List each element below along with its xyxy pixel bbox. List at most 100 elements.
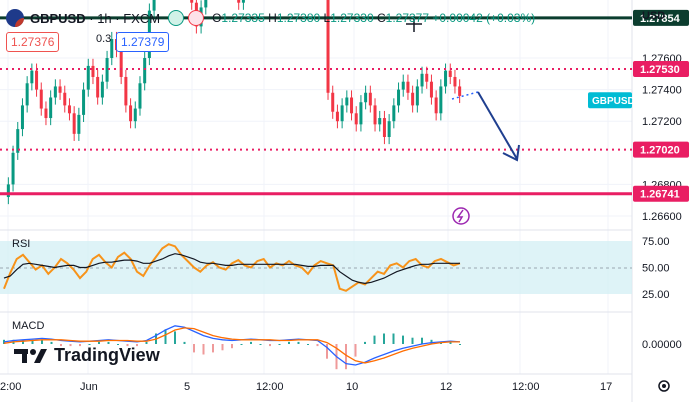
candle-body <box>58 86 62 93</box>
macd-line <box>3 325 461 366</box>
time-tick-label: 5 <box>184 381 190 393</box>
rsi-tick-label: 25.00 <box>642 289 670 301</box>
macd-histogram-bar <box>288 341 290 344</box>
time-tick-label: 12:00 <box>256 381 284 393</box>
candle-body <box>119 50 123 77</box>
buy-button[interactable]: 1.27379 <box>116 32 170 52</box>
candle-body <box>124 76 128 106</box>
lightning-alert-icon[interactable] <box>452 207 470 225</box>
level-price-tag <box>633 185 689 202</box>
interval[interactable]: 1h <box>97 10 112 26</box>
macd-histogram-bar <box>297 341 300 344</box>
candle-body <box>378 118 382 125</box>
gbp-usd-flag-icon <box>6 9 24 27</box>
delay-icon <box>188 10 205 26</box>
settings-gear-icon[interactable] <box>658 380 670 392</box>
time-tick-label: 12 <box>440 381 452 393</box>
candle-body <box>434 97 438 114</box>
level-price-tag <box>633 141 689 158</box>
crosshair-icon <box>406 16 422 32</box>
macd-histogram-bar <box>79 344 81 347</box>
rsi-tick-label: 50.00 <box>642 263 670 275</box>
candle-body <box>241 0 245 3</box>
macd-histogram-bar <box>41 339 43 344</box>
macd-histogram-bar <box>354 344 357 357</box>
macd-histogram-bar <box>402 335 404 344</box>
spread-value: 0.3 <box>96 33 112 45</box>
macd-histogram-bar <box>60 344 62 347</box>
level-price-label: 1.27854 <box>640 13 681 25</box>
sell-button[interactable]: 1.27376 <box>6 32 60 52</box>
candle-body <box>143 58 147 84</box>
candle-body <box>448 70 452 77</box>
macd-histogram-bar <box>212 344 214 353</box>
candle-body <box>425 73 429 82</box>
candle-body <box>129 105 133 122</box>
macd-histogram-bar <box>164 329 167 344</box>
candle-body <box>340 105 344 122</box>
macd-histogram-bar <box>231 344 233 349</box>
candle-body <box>237 0 241 3</box>
macd-histogram-bar <box>364 341 366 344</box>
candle-body <box>368 92 372 106</box>
macd-histogram-bar <box>269 344 271 347</box>
macd-tick-label: 0.00000 <box>642 339 682 351</box>
macd-label: MACD <box>12 320 45 332</box>
candle-body <box>63 92 67 106</box>
candle-body <box>392 105 396 122</box>
candle-body <box>397 89 401 106</box>
rsi-tick-label: 75.00 <box>642 236 670 248</box>
macd-histogram-bar <box>50 341 53 344</box>
candle-body <box>86 65 90 90</box>
macd-histogram-bar <box>240 344 243 345</box>
candle-body <box>30 70 34 84</box>
candle-body <box>20 105 24 130</box>
candle-body <box>190 0 194 3</box>
candle-body <box>82 89 86 115</box>
candle-body <box>335 111 339 122</box>
macd-histogram-bar <box>136 344 138 347</box>
candle-body <box>133 108 137 122</box>
macd-histogram-bar <box>278 344 281 345</box>
candle-body <box>53 86 57 98</box>
rsi-line <box>3 243 461 292</box>
candle-body <box>401 81 405 90</box>
macd-histogram-bar <box>107 341 110 344</box>
candle-body <box>458 86 462 96</box>
candle-body <box>72 113 76 134</box>
macd-histogram-bar <box>126 344 129 347</box>
macd-histogram-bar <box>88 344 91 345</box>
candles-layer <box>6 0 462 205</box>
candle-body <box>91 65 95 77</box>
macd-histogram-bar <box>22 339 24 344</box>
level-price-label: 1.26741 <box>640 189 680 201</box>
level-price-tag <box>633 61 689 78</box>
candle-body <box>453 76 457 87</box>
candle-body <box>49 97 53 119</box>
candle-body <box>354 113 358 125</box>
candle-body <box>331 92 335 112</box>
levels-layer <box>0 16 632 196</box>
candle-body <box>110 39 114 58</box>
macd-histogram-bar <box>459 344 461 345</box>
symbol-name[interactable]: GBPUSD <box>30 10 86 26</box>
price-tags: 1.27854 1.27530 1.27020 1.26741 GBPUSD <box>588 9 689 202</box>
candle-body <box>373 105 377 125</box>
macd-histogram-bar <box>145 341 148 344</box>
macd-histogram-bar <box>411 337 414 344</box>
price-tick-label: 1.26600 <box>642 211 682 223</box>
candle-body <box>35 70 39 90</box>
market-open-icon <box>168 10 185 26</box>
price-tick-label: 1.27200 <box>642 116 682 128</box>
rsi-ma-line <box>3 253 460 285</box>
candle-body <box>415 86 419 106</box>
forecast-arrow[interactable] <box>451 91 520 162</box>
currency-label[interactable]: USD <box>642 10 666 22</box>
macd-histogram-bar <box>250 341 252 344</box>
time-tick-label: Jun <box>80 381 98 393</box>
level-price-label: 1.27020 <box>640 145 680 157</box>
time-axis: 2:00 Jun 5 12:00 10 12 12:00 17 <box>0 381 612 393</box>
chart-header: GBPUSD · 1h · FXCM O1.27335 H1.27380 L1.… <box>6 8 535 28</box>
candle-body <box>345 97 349 106</box>
